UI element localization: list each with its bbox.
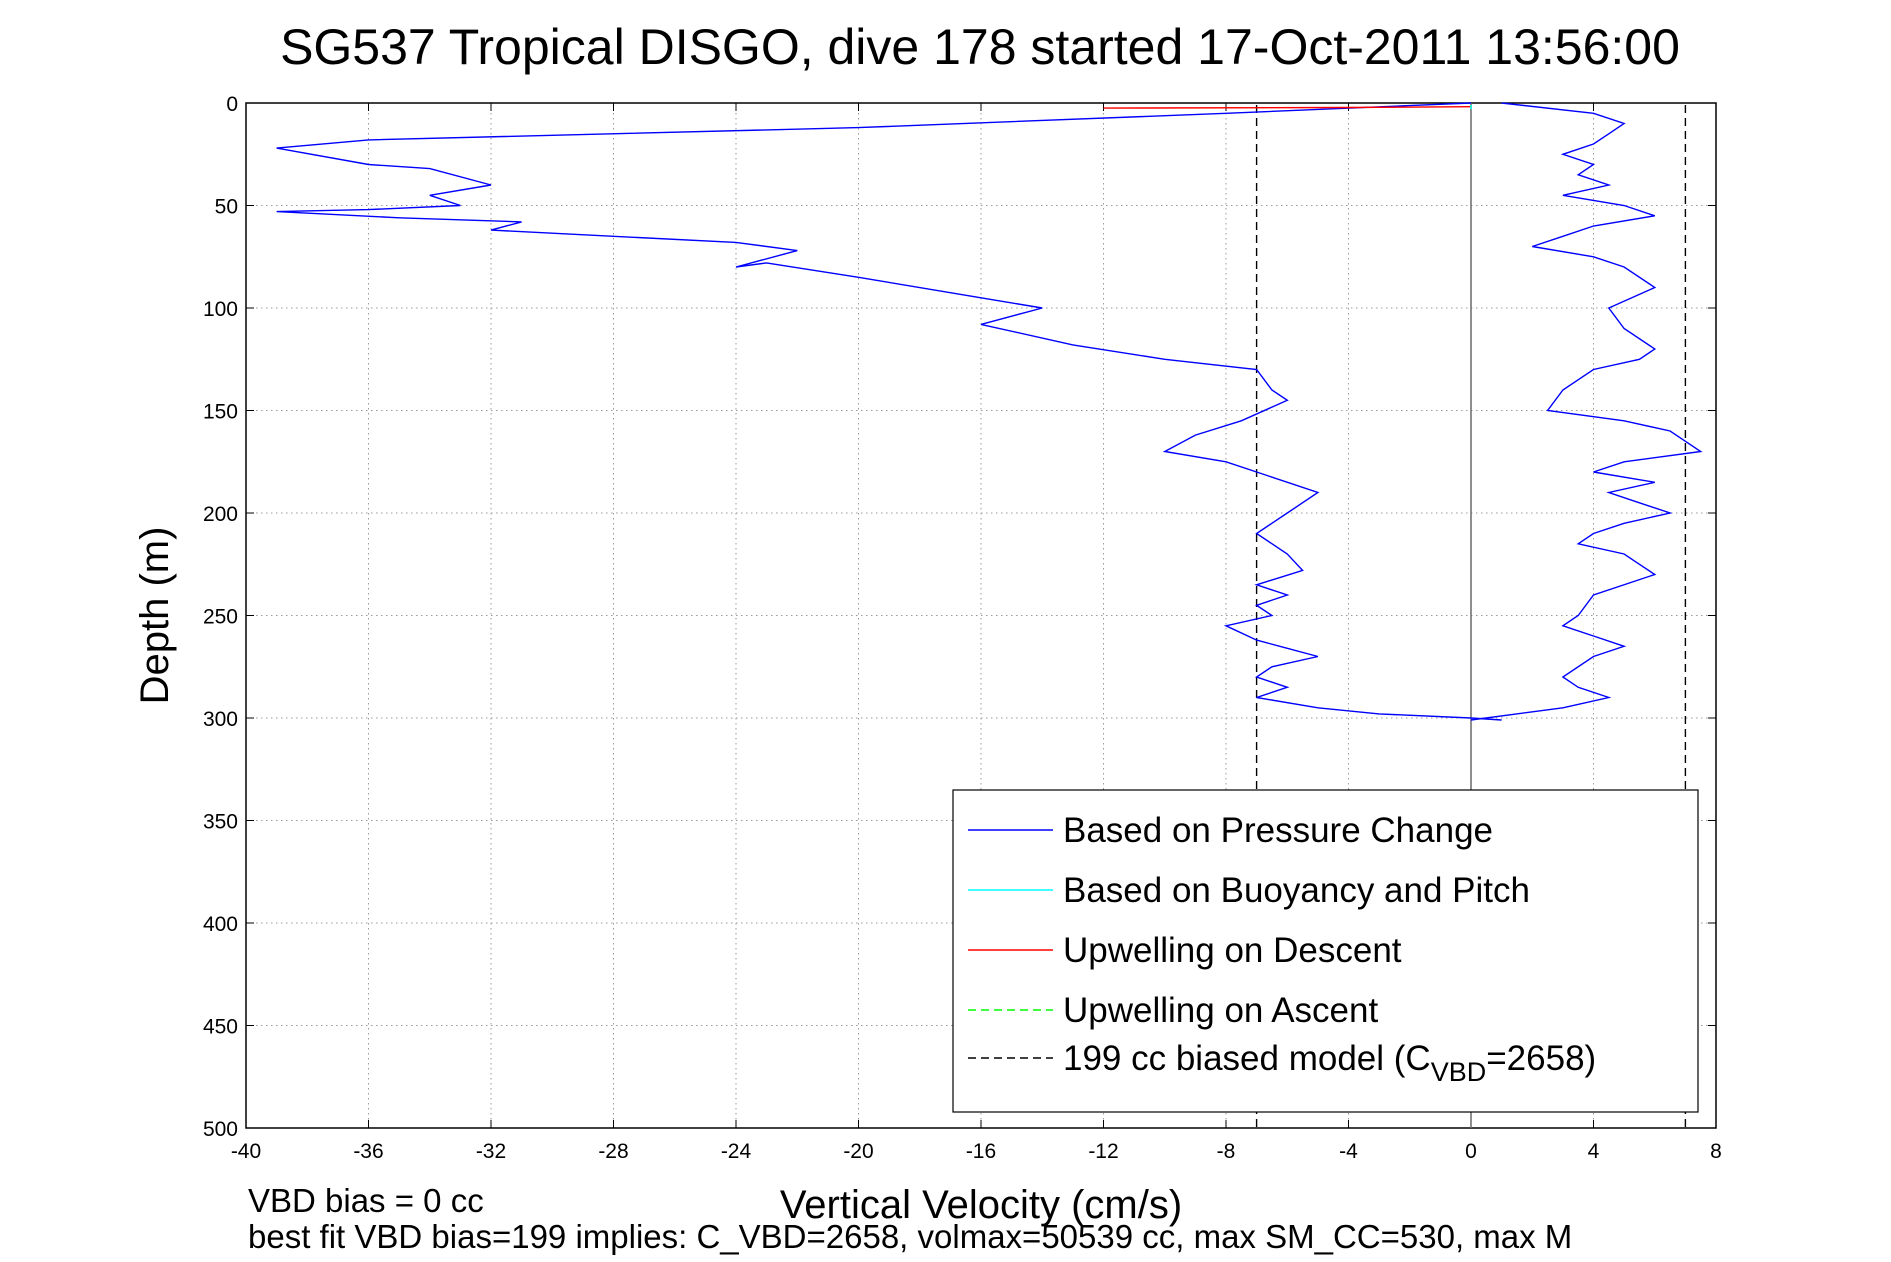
y-tick-label: 300 (203, 708, 238, 731)
legend-label: Based on Buoyancy and Pitch (1063, 871, 1530, 910)
x-tick-label: -4 (1339, 1140, 1358, 1163)
x-tick-label: -8 (1217, 1140, 1236, 1163)
y-tick-label: 400 (203, 913, 238, 936)
y-tick-label: 500 (203, 1118, 238, 1141)
footer-vbd-bias: VBD bias = 0 cc (248, 1182, 484, 1219)
series-line (1470, 102, 1703, 721)
x-tick-label: 4 (1588, 1140, 1600, 1163)
series-line (276, 102, 1502, 721)
legend-box (952, 789, 1699, 1113)
y-tick-label: 450 (203, 1016, 238, 1039)
chart-title: SG537 Tropical DISGO, dive 178 started 1… (280, 19, 1680, 75)
legend-label: Upwelling on Descent (1063, 931, 1402, 970)
y-tick-label: 100 (203, 298, 238, 321)
legend-label: Based on Pressure Change (1063, 811, 1493, 850)
series-line (1103, 106, 1472, 109)
axis-ticks: -40 -36 -32 -28 -24 -20 -16 -12 -8 -4 0 4 8050100150… (203, 93, 1722, 1163)
legend: Based on Pressure Change Based on Buoyanc… (952, 789, 1699, 1113)
y-tick-label: 0 (226, 93, 238, 116)
y-tick-label: 250 (203, 606, 238, 629)
y-tick-label: 50 (215, 196, 238, 219)
y-tick-label: 350 (203, 811, 238, 834)
x-tick-label: -20 (843, 1140, 873, 1163)
legend-label: Upwelling on Ascent (1063, 991, 1378, 1030)
x-tick-label: -24 (721, 1140, 752, 1163)
legend-label: 199 cc biased model (CVBD=2658) (1063, 1039, 1596, 1087)
x-tick-label: -32 (476, 1140, 506, 1163)
x-tick-label: -16 (966, 1140, 996, 1163)
x-tick-label: -40 (231, 1140, 261, 1163)
x-tick-label: -36 (353, 1140, 383, 1163)
y-tick-label: 150 (203, 401, 238, 424)
x-tick-label: 0 (1465, 1140, 1477, 1163)
y-axis-label: Depth (m) (133, 527, 177, 705)
x-tick-label: -28 (598, 1140, 628, 1163)
y-tick-label: 200 (203, 503, 238, 526)
x-tick-label: -12 (1088, 1140, 1118, 1163)
footer-best-fit: best fit VBD bias=199 implies: C_VBD=265… (248, 1218, 1572, 1255)
x-axis-label: Vertical Velocity (cm/s) (780, 1183, 1182, 1227)
x-tick-label: 8 (1710, 1140, 1722, 1163)
